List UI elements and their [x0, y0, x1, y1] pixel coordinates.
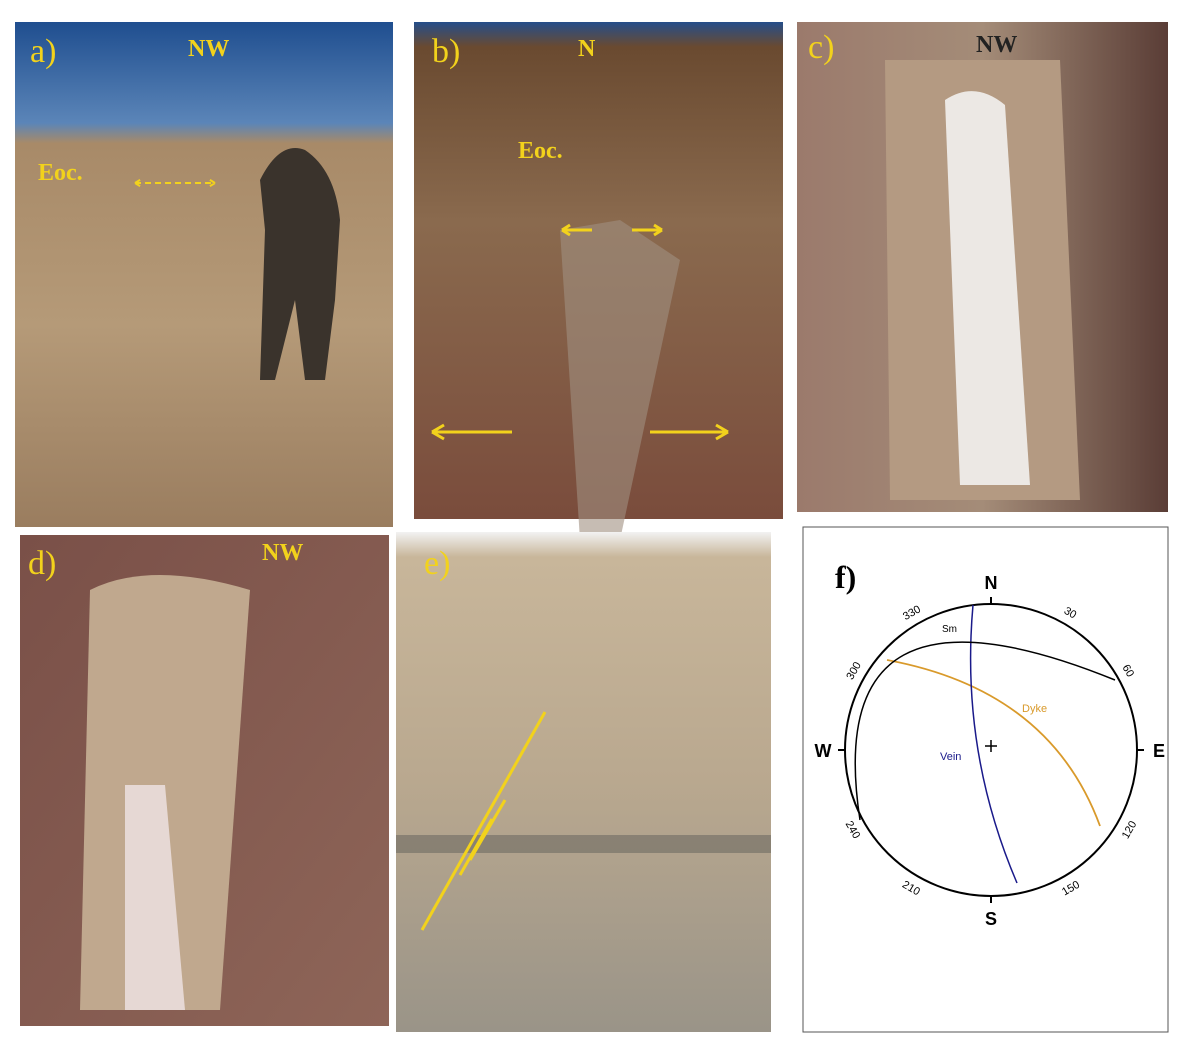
annotation: N [578, 36, 596, 62]
direction-label: N [985, 573, 998, 593]
panel-c: c) NW [797, 22, 1168, 512]
panel-label: f) [835, 559, 856, 595]
panel-label: c) [808, 29, 834, 66]
annotation: Eoc. [38, 160, 83, 186]
panel-label: d) [28, 545, 56, 582]
figure: a) NW Eoc. b) N Eoc. c) NW d) NW e) [0, 0, 1179, 1040]
panel-f: f) Sm Dyke Vein NESW30601201502102403003… [803, 527, 1168, 1032]
panel-label: a) [30, 33, 56, 70]
panel-a: a) NW Eoc. [15, 22, 393, 527]
annotation: NW [976, 32, 1017, 58]
frame [803, 527, 1168, 1032]
layer [396, 835, 771, 853]
curve-label: Vein [940, 751, 961, 763]
photo [396, 532, 771, 1032]
curve-label: Sm [942, 624, 957, 635]
curve-label: Dyke [1022, 703, 1047, 715]
direction-label: E [1153, 741, 1165, 761]
direction-label: W [815, 741, 832, 761]
panel-e: e) [396, 532, 771, 1032]
panel-b: b) N Eoc. [414, 22, 783, 540]
annotation: Eoc. [518, 138, 563, 164]
panel-d: d) NW [20, 535, 389, 1026]
direction-label: S [985, 909, 997, 929]
panel-label: b) [432, 33, 460, 70]
annotation: NW [188, 36, 229, 62]
annotation: NW [262, 540, 303, 566]
panel-label: e) [424, 545, 450, 582]
